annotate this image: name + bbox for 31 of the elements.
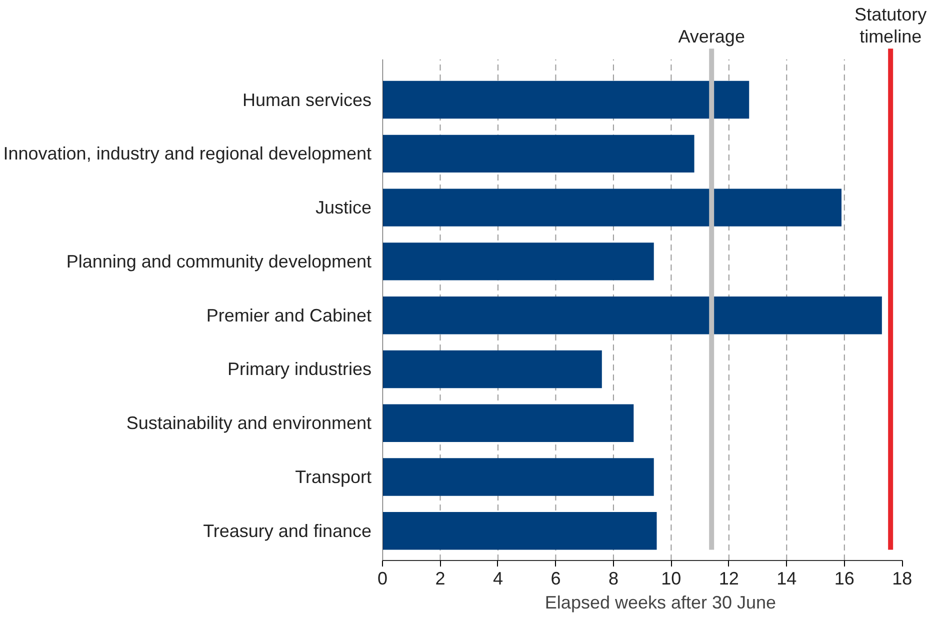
y-tick-label: Treasury and finance <box>203 520 372 541</box>
y-tick-label: Premier and Cabinet <box>206 305 372 326</box>
bar <box>382 134 694 173</box>
bar <box>382 296 882 334</box>
bar <box>382 242 654 280</box>
x-tick-label: 16 <box>834 568 854 588</box>
y-tick-label: Primary industries <box>227 359 372 380</box>
bar <box>382 512 657 550</box>
y-tick-label: Sustainability and environment <box>126 413 372 434</box>
x-axis-title: Elapsed weeks after 30 June <box>544 592 776 612</box>
x-tick-label: 4 <box>492 568 503 588</box>
y-tick-label: Human services <box>242 90 372 110</box>
x-tick-label: 2 <box>435 568 446 588</box>
bar <box>382 350 602 388</box>
x-tick-label: 18 <box>892 568 912 588</box>
x-tick-label: 6 <box>550 568 561 588</box>
y-tick-label: Justice <box>315 198 372 218</box>
bar <box>382 404 634 442</box>
y-tick-label: Planning and community development <box>66 251 372 272</box>
x-tick-label: 14 <box>776 568 797 588</box>
x-tick-label: 8 <box>608 568 618 588</box>
x-tick-label: 0 <box>377 568 388 588</box>
ref-line-label: Average <box>678 26 745 47</box>
bar <box>382 458 654 496</box>
bar <box>382 188 842 226</box>
x-tick-label: 10 <box>661 568 682 588</box>
x-tick-label: 12 <box>718 568 739 588</box>
y-tick-label: Transport <box>295 466 372 487</box>
y-tick-label: Innovation, industry and regional development <box>3 144 372 164</box>
ref-line-label: Statutory timeline <box>854 4 927 47</box>
bar <box>382 80 750 119</box>
